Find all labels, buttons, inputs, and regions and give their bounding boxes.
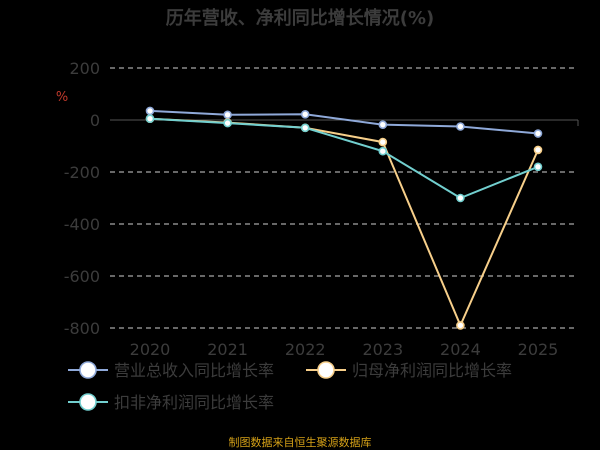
- y-axis-label: %: [56, 90, 68, 105]
- legend-label: 扣非净利润同比增长率: [114, 393, 274, 412]
- legend-marker: [79, 361, 97, 379]
- x-tick-label: 2020: [130, 340, 171, 359]
- data-point: [533, 162, 543, 172]
- x-tick-label: 2025: [518, 340, 559, 359]
- legend-label: 营业总收入同比增长率: [114, 361, 274, 380]
- data-point: [456, 122, 465, 131]
- data-point: [378, 120, 388, 129]
- series-layer: [145, 106, 543, 330]
- y-tick-label: -600: [64, 267, 100, 286]
- data-point: [456, 193, 465, 203]
- data-point: [145, 106, 155, 116]
- series-group: [145, 114, 543, 203]
- data-point: [533, 145, 543, 155]
- grid-lines: [110, 67, 578, 329]
- legend-marker: [79, 393, 97, 411]
- axes: 200 0 -200 -400 -600 -800 2020 2021 2022 2023 2024…: [64, 59, 579, 359]
- x-tick-label: 2021: [207, 340, 248, 359]
- data-point: [300, 109, 310, 119]
- y-tick-label: -400: [64, 215, 100, 234]
- data-point: [223, 118, 232, 128]
- y-tick-label: 0: [90, 111, 100, 130]
- data-point: [456, 321, 465, 330]
- series-group: [145, 114, 543, 330]
- legend-label: 归母净利润同比增长率: [352, 361, 512, 380]
- data-point: [223, 110, 232, 120]
- legend-item: 营业总收入同比增长率: [68, 361, 274, 380]
- data-point: [533, 129, 543, 138]
- x-tick-label: 2023: [362, 340, 403, 359]
- y-tick-label: -800: [64, 319, 100, 338]
- source-note: 制图数据来自恒生聚源数据库: [228, 436, 372, 449]
- y-tick-label: 200: [69, 59, 100, 78]
- y-tick-label: -200: [64, 163, 100, 182]
- data-point: [378, 146, 388, 156]
- series-line: [149, 117, 539, 200]
- series-line: [149, 109, 539, 135]
- legend-item: 归母净利润同比增长率: [306, 361, 512, 380]
- data-point: [145, 114, 155, 123]
- x-tick-label: 2022: [285, 340, 326, 359]
- legend-marker: [317, 361, 335, 379]
- legend-item: 扣非净利润同比增长率: [68, 393, 274, 412]
- x-tick-label: 2024: [440, 340, 481, 359]
- series-line: [149, 117, 539, 328]
- chart-title: 历年营收、净利同比增长情况(%): [165, 8, 435, 29]
- data-point: [300, 123, 310, 133]
- data-point: [378, 137, 388, 147]
